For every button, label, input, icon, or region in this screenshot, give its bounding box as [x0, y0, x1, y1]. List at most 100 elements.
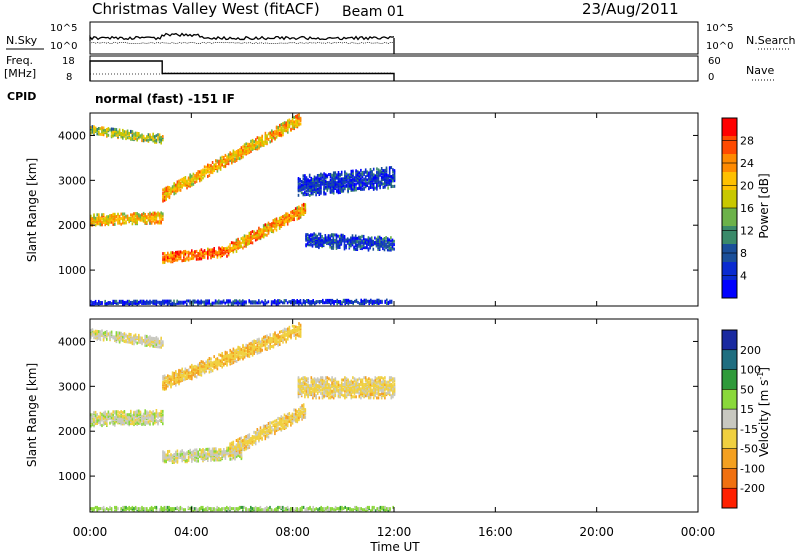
heatmap-cell	[248, 435, 251, 439]
heatmap-cell	[149, 422, 151, 426]
heatmap-cell	[382, 240, 384, 244]
heatmap-cell	[168, 449, 171, 453]
heatmap-cell	[165, 455, 167, 459]
heatmap-cell	[213, 254, 215, 258]
heatmap-cell	[147, 138, 150, 142]
heatmap-cell	[330, 302, 332, 306]
heatmap-cell	[157, 412, 159, 416]
heatmap-cell	[366, 184, 369, 187]
heatmap-cell	[367, 247, 370, 251]
heatmap-cell	[328, 298, 330, 302]
heatmap-cell	[162, 450, 164, 454]
heatmap-cell	[375, 237, 378, 241]
heatmap-cell	[120, 331, 122, 335]
heatmap-cell	[157, 211, 159, 215]
heatmap-cell	[176, 254, 179, 258]
heatmap-cell	[126, 136, 129, 140]
heatmap-cell	[230, 448, 233, 452]
heatmap-cell	[242, 343, 244, 347]
heatmap-cell	[242, 299, 244, 303]
heatmap-cell	[194, 364, 196, 368]
heatmap-cell	[298, 332, 300, 336]
heatmap-cell	[122, 214, 124, 218]
heatmap-cell	[211, 165, 214, 169]
heatmap-cell	[238, 301, 241, 305]
heatmap-cell	[195, 249, 198, 253]
heatmap-cell	[163, 386, 166, 390]
heatmap-cell	[200, 171, 203, 175]
heatmap-cell	[316, 234, 319, 238]
heatmap-cell	[366, 178, 369, 182]
heatmap-cell	[232, 440, 235, 444]
heatmap-cell	[211, 248, 214, 252]
heatmap-cell	[179, 450, 182, 454]
heatmap-cell	[299, 409, 302, 413]
heatmap-cell	[183, 451, 185, 455]
heatmap-cell	[308, 182, 311, 186]
heatmap-cell	[131, 300, 134, 304]
heatmap-cell	[165, 384, 167, 387]
heatmap-cell	[339, 191, 341, 194]
heatmap-cell	[187, 450, 190, 453]
heatmap-cell	[348, 245, 351, 249]
heatmap-cell	[118, 331, 121, 335]
heatmap-cell	[99, 218, 102, 222]
heatmap-cell	[392, 179, 394, 183]
heatmap-cell	[112, 335, 114, 339]
heatmap-cell	[385, 175, 388, 179]
heatmap-cell	[304, 187, 306, 191]
heatmap-cell	[340, 179, 343, 183]
heatmap-cell	[128, 299, 130, 303]
heatmap-cell	[261, 428, 263, 432]
heatmap-cell	[291, 329, 294, 332]
heatmap-cell	[269, 346, 271, 350]
heatmap-cell	[288, 415, 291, 419]
heatmap-cell	[230, 249, 233, 252]
heatmap-cell	[274, 432, 276, 436]
heatmap-cell	[256, 233, 259, 237]
heatmap-cell	[250, 352, 252, 355]
heatmap-cell	[293, 212, 295, 216]
heatmap-cell	[368, 299, 370, 303]
heatmap-cell	[210, 363, 212, 367]
heatmap-cell	[114, 423, 116, 427]
heatmap-cell	[388, 238, 391, 242]
heatmap-cell	[286, 421, 289, 425]
heatmap-cell	[316, 180, 319, 184]
heatmap-cell	[231, 452, 233, 455]
heatmap-cell	[270, 421, 273, 425]
heatmap-cell	[160, 217, 162, 220]
heatmap-cell	[264, 134, 267, 138]
heatmap-cell	[280, 215, 283, 219]
heatmap-cell	[354, 243, 357, 247]
heatmap-cell	[275, 300, 278, 304]
heatmap-cell	[313, 177, 316, 181]
heatmap-cell	[237, 447, 239, 451]
heatmap-cell	[360, 298, 362, 302]
heatmap-cell	[160, 300, 162, 304]
heatmap-cell	[298, 211, 300, 215]
heatmap-cell	[337, 176, 340, 180]
heatmap-cell	[234, 357, 236, 361]
heatmap-cell	[356, 172, 359, 176]
heatmap-cell	[197, 452, 199, 456]
heatmap-cell	[126, 334, 129, 338]
heatmap-cell	[144, 411, 146, 415]
heatmap-cell	[253, 300, 255, 304]
heatmap-cell	[274, 429, 276, 433]
heatmap-cell	[242, 152, 244, 155]
heatmap-cell	[94, 216, 97, 220]
heatmap-cell	[162, 299, 164, 303]
heatmap-cell	[131, 213, 134, 217]
heatmap-cell	[205, 360, 207, 364]
heatmap-cell	[107, 412, 110, 416]
heatmap-cell	[270, 224, 273, 228]
heatmap-cell	[353, 176, 356, 180]
y-tick-label: 3000	[58, 174, 86, 187]
heatmap-cell	[256, 136, 259, 140]
heatmap-cell	[298, 122, 300, 126]
heatmap-cell	[246, 239, 249, 243]
heatmap-cell	[208, 357, 211, 360]
heatmap-cell	[290, 423, 292, 427]
heatmap-cell	[131, 417, 134, 421]
